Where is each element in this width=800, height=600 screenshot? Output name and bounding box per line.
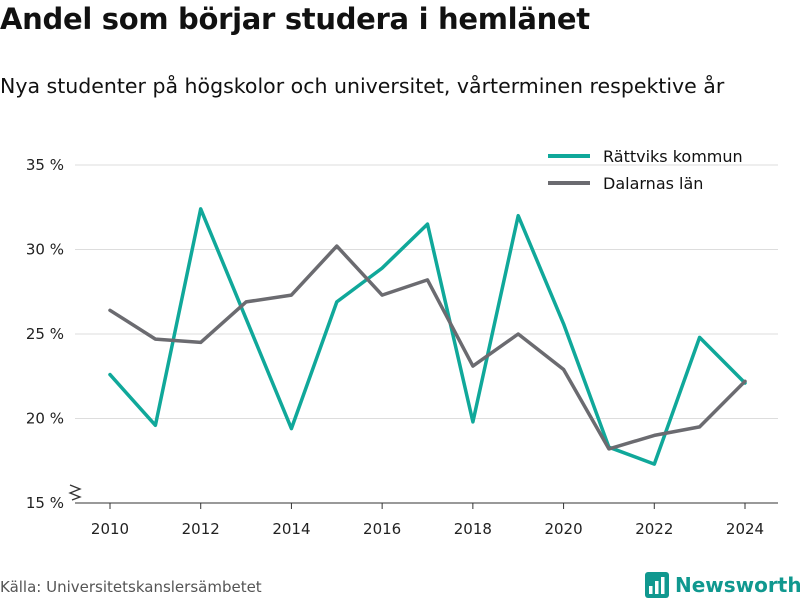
- x-tick-label: 2018: [454, 520, 492, 538]
- bar-chart-icon: [645, 572, 669, 598]
- chart-subtitle: Nya studenter på högskolor och universit…: [0, 74, 725, 98]
- brand-logo[interactable]: Newsworthy: [645, 570, 800, 600]
- brand-name: Newsworthy: [675, 573, 800, 597]
- legend-label: Rättviks kommun: [603, 147, 743, 166]
- series-line-rattviks-kommun: [108, 207, 747, 466]
- zigzag-break-icon: [68, 484, 82, 501]
- series-line-dalarnas-lan: [108, 244, 747, 451]
- y-tick-label: 30 %: [26, 241, 64, 259]
- x-tick-label: 2016: [363, 520, 401, 538]
- y-tick-label: 15 %: [26, 494, 64, 512]
- y-tick-label: 35 %: [26, 156, 64, 174]
- series-lines: [108, 207, 747, 466]
- x-tick-label: 2010: [91, 520, 129, 538]
- axes: 15 % 20 % 25 % 30 % 35 % 2010 2012 2014 2016 2018…: [26, 156, 778, 538]
- x-tick-label: 2024: [726, 520, 764, 538]
- x-tick-label: 2020: [544, 520, 582, 538]
- y-tick-label: 20 %: [26, 410, 64, 428]
- x-tick-label: 2012: [182, 520, 220, 538]
- legend-label: Dalarnas län: [603, 174, 703, 193]
- legend: Rättviks kommun Dalarnas län: [548, 147, 743, 193]
- x-tick-label: 2022: [635, 520, 673, 538]
- y-tick-label: 25 %: [26, 325, 64, 343]
- chart-title: Andel som börjar studera i hemlänet: [0, 2, 590, 36]
- x-tick-label: 2014: [272, 520, 310, 538]
- gridlines: [75, 164, 778, 419]
- line-chart: 15 % 20 % 25 % 30 % 35 % 2010 2012 2014 2016 2018…: [26, 147, 778, 538]
- source-note: Källa: Universitetskanslersämbetet: [0, 578, 262, 596]
